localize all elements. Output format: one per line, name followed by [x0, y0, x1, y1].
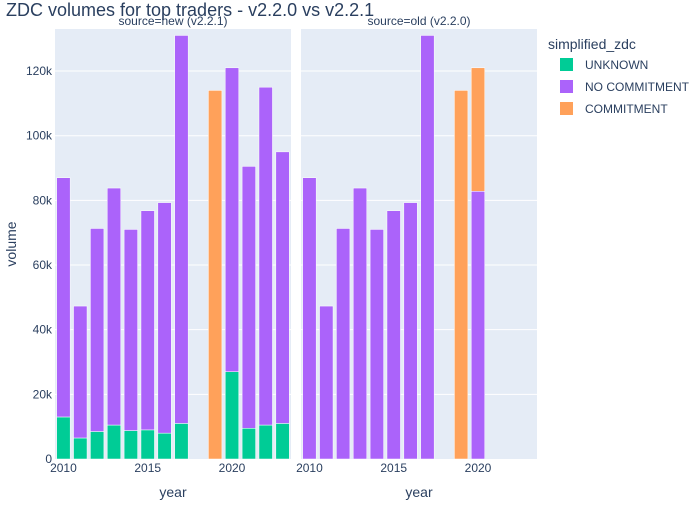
bar-segment — [258, 86, 273, 426]
legend-swatch — [560, 80, 573, 93]
bar-segment — [157, 202, 172, 434]
x-tick-label: 2010 — [296, 461, 323, 475]
y-tick-label: 20k — [33, 387, 53, 401]
legend-title: simplified_zdc — [548, 36, 636, 52]
bar-segment — [454, 90, 469, 460]
bar-segment — [275, 151, 290, 424]
bar-segment — [241, 166, 256, 429]
x-tick-label: 2020 — [219, 461, 246, 475]
chart-title: ZDC volumes for top traders - v2.2.0 vs … — [6, 0, 374, 20]
bar-segment — [353, 187, 367, 460]
bar-segment — [319, 305, 334, 460]
x-axis-title-old: year — [405, 484, 433, 500]
bar-segment — [90, 228, 105, 432]
bar-segment — [140, 210, 155, 431]
bar-segment — [73, 437, 88, 460]
bar-segment — [369, 229, 384, 460]
bar-segment — [174, 35, 189, 424]
y-axis-ticks: 0 20k 40k 60k 80k 100k 120k — [26, 64, 53, 466]
bar-segment — [56, 177, 71, 418]
facet-new: source=new (v2.2.1) 2010 2015 2020 — [50, 14, 291, 475]
facet-old: source=old (v2.2.0) 2010 2015 2020 — [296, 14, 537, 475]
bar-segment — [174, 423, 189, 460]
x-tick-label: 2015 — [134, 461, 161, 475]
bar-segment — [140, 429, 155, 460]
legend-item-label: NO COMMITMENT — [585, 80, 690, 94]
facet-title-new: source=new (v2.2.1) — [118, 14, 227, 28]
y-tick-label: 100k — [26, 129, 53, 143]
x-tick-label: 2015 — [380, 461, 407, 475]
legend-item-label: UNKNOWN — [585, 58, 648, 72]
legend-swatch — [560, 58, 573, 71]
legend-item-label: COMMITMENT — [585, 102, 668, 116]
x-axis-title-new: year — [159, 484, 187, 500]
bar-segment — [208, 90, 223, 460]
bar-segment — [56, 416, 71, 460]
x-tick-label: 2020 — [465, 461, 492, 475]
bar-segment — [225, 67, 239, 372]
bar-segment — [107, 187, 121, 426]
legend-swatch — [560, 102, 573, 115]
bar-segment — [420, 35, 435, 460]
y-tick-label: 80k — [33, 193, 53, 207]
x-ticks-old: 2010 2015 2020 — [296, 461, 492, 475]
bar-segment — [73, 305, 88, 439]
bar-segment — [336, 228, 351, 460]
bar-segment — [403, 202, 418, 460]
bar-segment — [386, 210, 401, 460]
y-tick-label: 40k — [33, 323, 53, 337]
bar-segment — [157, 432, 172, 460]
y-tick-label: 0 — [45, 452, 52, 466]
bars-new — [56, 35, 290, 460]
x-ticks-new: 2010 2015 2020 — [50, 461, 246, 475]
bar-segment — [225, 371, 239, 460]
x-tick-label: 2010 — [50, 461, 77, 475]
bars-old — [302, 35, 485, 460]
bar-segment — [123, 229, 138, 431]
bar-segment — [107, 424, 121, 460]
legend: simplified_zdc UNKNOWN NO COMMITMENT COMMI… — [548, 36, 690, 116]
bar-segment — [241, 428, 256, 460]
facet-title-old: source=old (v2.2.0) — [367, 14, 470, 28]
y-axis-title: volume — [3, 221, 19, 266]
bar-segment — [471, 67, 485, 192]
bar-segment — [90, 431, 105, 460]
bar-segment — [258, 424, 273, 460]
bar-segment — [123, 430, 138, 460]
bar-segment — [471, 191, 485, 460]
bar-segment — [302, 177, 317, 460]
bar-segment — [275, 423, 290, 460]
y-tick-label: 120k — [26, 64, 53, 78]
y-tick-label: 60k — [33, 258, 53, 272]
